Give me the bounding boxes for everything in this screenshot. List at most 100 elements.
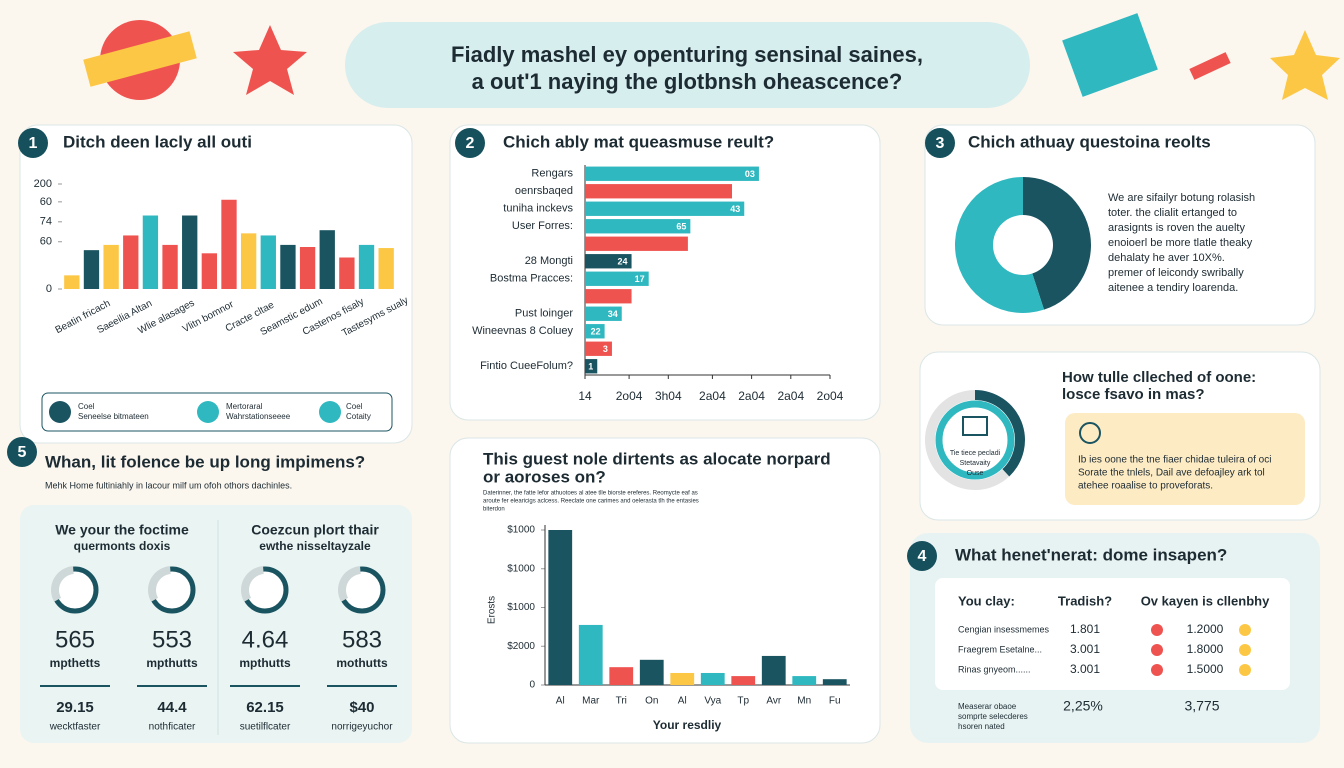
bar	[142, 215, 159, 289]
bar	[64, 275, 80, 289]
bar	[792, 676, 817, 685]
table-footer-value: 3,775	[1184, 698, 1219, 714]
table-cell: 1.5000	[1187, 662, 1224, 676]
bar	[299, 247, 316, 289]
bar	[585, 184, 732, 199]
y-tick-label: $2000	[507, 641, 535, 652]
table-footer-value: 2,25%	[1063, 698, 1103, 714]
category-label: Wineevnas 8 Coluey	[472, 325, 573, 337]
category-label: oenrsbaqed	[515, 185, 573, 197]
table-header: You clay:	[958, 593, 1015, 608]
legend-label: Mertoraral	[226, 402, 263, 411]
bar	[548, 530, 573, 685]
y-tick-label: 200	[34, 178, 52, 190]
stat-value: 4.64	[242, 626, 289, 653]
bar	[280, 244, 296, 289]
x-tick-label: Avr	[766, 696, 781, 707]
bar	[162, 244, 178, 289]
bar	[585, 236, 688, 251]
number-badge	[455, 128, 485, 158]
category-label: tuniha inckevs	[503, 203, 573, 215]
x-tick-label: Mar	[582, 696, 600, 707]
group-title: Coezcun plort thair	[251, 522, 379, 538]
x-tick-label: Al	[678, 696, 687, 707]
table-cell: 1.8000	[1187, 642, 1224, 656]
x-tick-label: Fu	[829, 696, 841, 707]
row-icon	[1151, 644, 1163, 656]
category-label: Bostma Pracces:	[490, 273, 573, 285]
stat-sub-value: 62.15	[246, 699, 284, 716]
bar	[358, 244, 375, 289]
category-label: User Forres:	[512, 220, 573, 232]
row-icon	[1239, 624, 1251, 636]
donut-slice	[925, 390, 1010, 491]
stat-icon-accent	[241, 566, 264, 602]
bar	[83, 250, 100, 289]
y-tick-label: 60	[40, 196, 52, 208]
x-tick-label: Al	[556, 696, 565, 707]
y-tick-label: 0	[529, 680, 535, 691]
number-badge	[18, 128, 48, 158]
note-text: atehee roaalise to proveforats.	[1078, 481, 1213, 492]
note-text: Ib ies oone the tne fiaer chidae tuleira…	[1078, 455, 1271, 466]
stat-sub-value: 44.4	[157, 699, 187, 716]
x-tick-label: 14	[578, 389, 592, 403]
stat-sub-label: suetilflcater	[240, 722, 291, 733]
bar	[585, 359, 598, 374]
donut-slice	[954, 177, 1045, 314]
number-badge	[925, 128, 955, 158]
bar	[585, 219, 691, 234]
legend-label: Cotaity	[346, 412, 371, 421]
bar-label: 65	[676, 222, 686, 232]
gauge-ring	[935, 400, 1015, 480]
page-title: a out'1 naying the glotbnsh oheascence?	[472, 69, 903, 94]
star-decoration	[233, 25, 307, 95]
bar	[578, 624, 603, 685]
stat-value: 583	[342, 626, 382, 653]
panel-title: or aoroses on?	[483, 467, 606, 486]
stat-sub-label: nothficater	[149, 722, 196, 733]
table-footer-label: somprte selecderes	[958, 712, 1028, 721]
table-box	[935, 578, 1290, 690]
panel-title: Ditch deen lacly all outi	[63, 132, 252, 151]
donut-slice	[975, 390, 1025, 477]
bar	[319, 230, 335, 289]
x-axis-label: Your resdliy	[653, 718, 722, 732]
table-header: Ov kayen is cllenbhy	[1141, 593, 1270, 608]
panel-title: Chich athuay questoina reolts	[968, 132, 1211, 151]
number-badge	[7, 437, 37, 467]
row-icon	[1151, 624, 1163, 636]
x-tick-label: On	[645, 696, 658, 707]
table-cell: 3.001	[1070, 662, 1100, 676]
legend-swatch	[197, 401, 219, 423]
title-banner	[345, 22, 1030, 108]
badge-number: 3	[936, 135, 945, 152]
legend-label: Coel	[346, 402, 363, 411]
badge-number: 5	[18, 444, 27, 461]
gauge-caption: Ouse	[967, 470, 984, 477]
panel-title: This guest nole dirtents as alocate norp…	[483, 449, 831, 468]
legend-swatch	[49, 401, 71, 423]
category-label: Pust loinger	[515, 308, 573, 320]
bar-label: 43	[730, 204, 740, 214]
bar	[585, 166, 759, 181]
y-tick-label: 74	[40, 216, 52, 228]
bar-label: 1	[588, 362, 593, 372]
donut-slice	[1023, 177, 1091, 310]
bar	[585, 271, 649, 286]
paragraph-line: enoioerl be more tlatle theaky	[1108, 237, 1253, 249]
book-decoration	[1062, 13, 1158, 97]
stat-sub-value: 29.15	[56, 699, 94, 716]
group-title: We your the foctime	[55, 522, 189, 538]
group-title: quermonts doxis	[74, 539, 171, 553]
x-tick-label: 3h04	[655, 389, 682, 403]
stat-value: 565	[55, 626, 95, 653]
x-tick-label: 2a04	[699, 389, 726, 403]
panel	[449, 124, 881, 421]
y-tick-label: 60	[40, 236, 52, 248]
legend-label: Coel	[78, 402, 95, 411]
bar	[585, 201, 745, 216]
legend-label: Seneelse bitmateen	[78, 412, 149, 421]
x-tick-label: Mn	[797, 696, 811, 707]
